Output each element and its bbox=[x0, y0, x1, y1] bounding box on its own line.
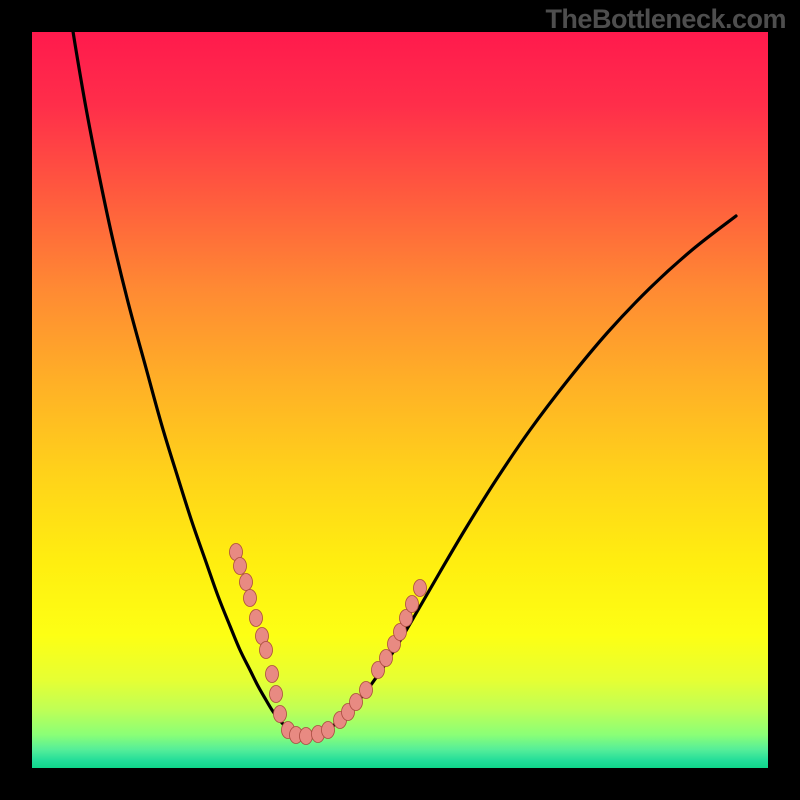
marker-point bbox=[350, 694, 363, 711]
marker-point bbox=[244, 590, 257, 607]
marker-point bbox=[274, 706, 287, 723]
left-curve bbox=[68, 32, 304, 736]
marker-point bbox=[240, 574, 253, 591]
plot-area bbox=[32, 32, 768, 768]
marker-point bbox=[380, 650, 393, 667]
marker-point bbox=[322, 722, 335, 739]
marker-point bbox=[406, 596, 419, 613]
marker-point bbox=[360, 682, 373, 699]
marker-point bbox=[300, 728, 313, 745]
marker-point bbox=[260, 642, 273, 659]
marker-point bbox=[266, 666, 279, 683]
watermark-text: TheBottleneck.com bbox=[545, 4, 786, 35]
marker-point bbox=[234, 558, 247, 575]
markers bbox=[230, 544, 427, 745]
chart-container: TheBottleneck.com bbox=[0, 0, 800, 800]
marker-point bbox=[270, 686, 283, 703]
marker-point bbox=[250, 610, 263, 627]
curves-layer bbox=[32, 32, 768, 768]
right-curve bbox=[304, 216, 736, 736]
marker-point bbox=[414, 580, 427, 597]
